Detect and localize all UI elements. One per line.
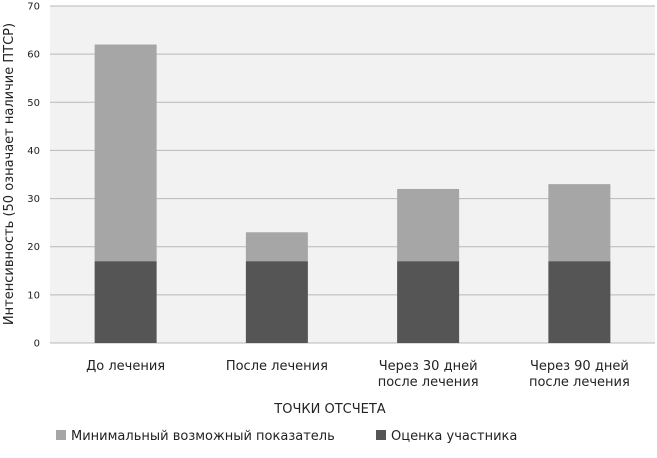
legend-swatch: [376, 430, 386, 440]
x-tick-label: после лечения: [378, 375, 479, 390]
bar-segment: [548, 184, 611, 262]
y-axis: 0 10 20 30 40 50 60 70: [27, 2, 40, 350]
y-tick-label: 10: [27, 290, 40, 301]
legend-label: Оценка участника: [391, 429, 517, 444]
bar-segment: [397, 261, 460, 343]
x-tick-label: после лечения: [529, 375, 630, 390]
x-axis-title: ТОЧКИ ОТСЧЕТА: [273, 402, 385, 417]
y-tick-label: 60: [27, 50, 40, 61]
x-tick-label: Через 30 дней: [379, 359, 478, 374]
bar-segment: [94, 44, 157, 262]
x-tick-label: После лечения: [226, 359, 328, 374]
bar-segment: [94, 261, 157, 343]
bars: [94, 44, 611, 343]
x-axis: До лечения После лечения Через 30 днейпосл…: [86, 359, 630, 390]
y-tick-label: 50: [27, 98, 40, 109]
y-axis-title: Интенсивность (50 означает наличие ПТСР): [2, 23, 17, 325]
y-tick-label: 40: [27, 146, 40, 157]
bar-segment: [548, 261, 611, 343]
bar-segment: [245, 232, 308, 262]
bar-segment: [245, 261, 308, 343]
y-tick-label: 70: [27, 2, 40, 13]
legend: Минимальный возможный показатель Оценка у…: [56, 429, 517, 444]
legend-swatch: [56, 430, 66, 440]
y-tick-label: 30: [27, 194, 40, 205]
legend-label: Минимальный возможный показатель: [71, 429, 335, 444]
x-tick-label: Через 90 дней: [530, 359, 629, 374]
x-tick-label: До лечения: [86, 359, 165, 374]
bar-segment: [397, 188, 460, 262]
y-tick-label: 0: [34, 339, 40, 350]
y-tick-label: 20: [27, 242, 40, 253]
